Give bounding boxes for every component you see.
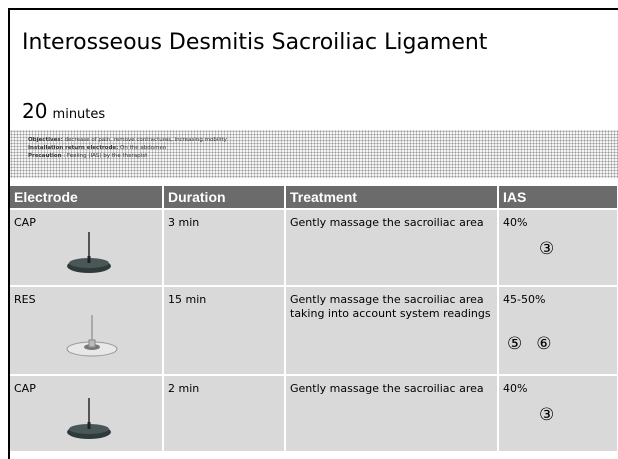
header-row: Electrode Duration Treatment IAS — [10, 186, 618, 210]
treatment-text: Gently massage the sacroiliac area takin… — [290, 293, 491, 320]
table-row: CAP 3 min Gently massage the sacroiliac ar… — [10, 209, 618, 287]
ias-cell: 40% ③ — [498, 209, 618, 287]
electrode-cell: CAP — [10, 375, 164, 453]
duration-text: 2 min — [168, 382, 200, 395]
markers: ③ — [539, 239, 568, 259]
electrode-icon — [64, 396, 114, 446]
treatment-cell: Gently massage the sacroiliac area — [285, 375, 499, 453]
ias-text: 40% — [503, 382, 528, 395]
info-text: : Feeling (IAS) by the therapist — [61, 153, 148, 159]
table-row: RES 15 min Gently massage the sacroiliac a… — [10, 286, 618, 376]
info-text: decrease of pain, remove contractures, i… — [62, 137, 227, 143]
table-body: CAP 3 min Gently massage the sacroiliac ar… — [10, 209, 618, 453]
treatment-cell: Gently massage the sacroiliac area takin… — [285, 286, 499, 376]
column-header: Electrode — [10, 186, 164, 210]
info-line: Installation return electrode: On the ab… — [28, 144, 618, 152]
duration-text: 15 min — [168, 293, 207, 306]
info-text: On the abdomen — [118, 145, 167, 151]
duration: 20 minutes — [22, 99, 105, 123]
electrode-cell: RES — [10, 286, 164, 376]
duration-cell: 15 min — [163, 286, 286, 376]
column-header: Treatment — [285, 186, 499, 210]
treatment-cell: Gently massage the sacroiliac area — [285, 209, 499, 287]
column-header: IAS — [498, 186, 618, 210]
column-header: Duration — [163, 186, 286, 210]
info-label: Objectives: — [28, 137, 63, 143]
treatment-text: Gently massage the sacroiliac area — [290, 382, 484, 395]
duration-cell: 2 min — [163, 375, 286, 453]
duration-text: 3 min — [168, 216, 200, 229]
ias-text: 40% — [503, 216, 528, 229]
electrode-name: RES — [14, 293, 36, 306]
info-line: Precaution : Feeling (IAS) by the therap… — [28, 152, 618, 160]
treatment-text: Gently massage the sacroiliac area — [290, 216, 484, 229]
duration-cell: 3 min — [163, 209, 286, 287]
electrode-name: CAP — [14, 382, 36, 395]
markers: ③ — [539, 405, 568, 425]
duration-value: 20 — [22, 99, 48, 123]
ias-cell: 45-50% ⑤ ⑥ — [498, 286, 618, 376]
info-label: Installation return electrode: — [28, 145, 119, 151]
duration-unit: minutes — [52, 107, 106, 122]
ias-text: 45-50% — [503, 293, 546, 306]
info-label: Precaution — [28, 153, 62, 159]
ias-cell: 40% ③ — [498, 375, 618, 453]
electrode-icon — [64, 313, 120, 363]
title: Interosseous Desmitis Sacroiliac Ligamen… — [22, 30, 488, 55]
marker: ⑤ — [507, 334, 523, 354]
electrode-cell: CAP — [10, 209, 164, 287]
marker: ③ — [539, 239, 555, 259]
electrode-icon — [64, 230, 114, 280]
info-line: Objectives: decrease of pain, remove con… — [28, 136, 618, 144]
frame — [8, 8, 618, 10]
protocol-table: Electrode Duration Treatment IAS CAP 3 min Ge… — [10, 186, 618, 453]
table-row: CAP 2 min Gently massage the sacroiliac ar… — [10, 375, 618, 453]
info-box: Objectives: decrease of pain, remove con… — [10, 130, 618, 178]
marker: ③ — [539, 405, 555, 425]
electrode-name: CAP — [14, 216, 36, 229]
frame — [8, 8, 10, 459]
marker: ⑥ — [536, 334, 552, 354]
